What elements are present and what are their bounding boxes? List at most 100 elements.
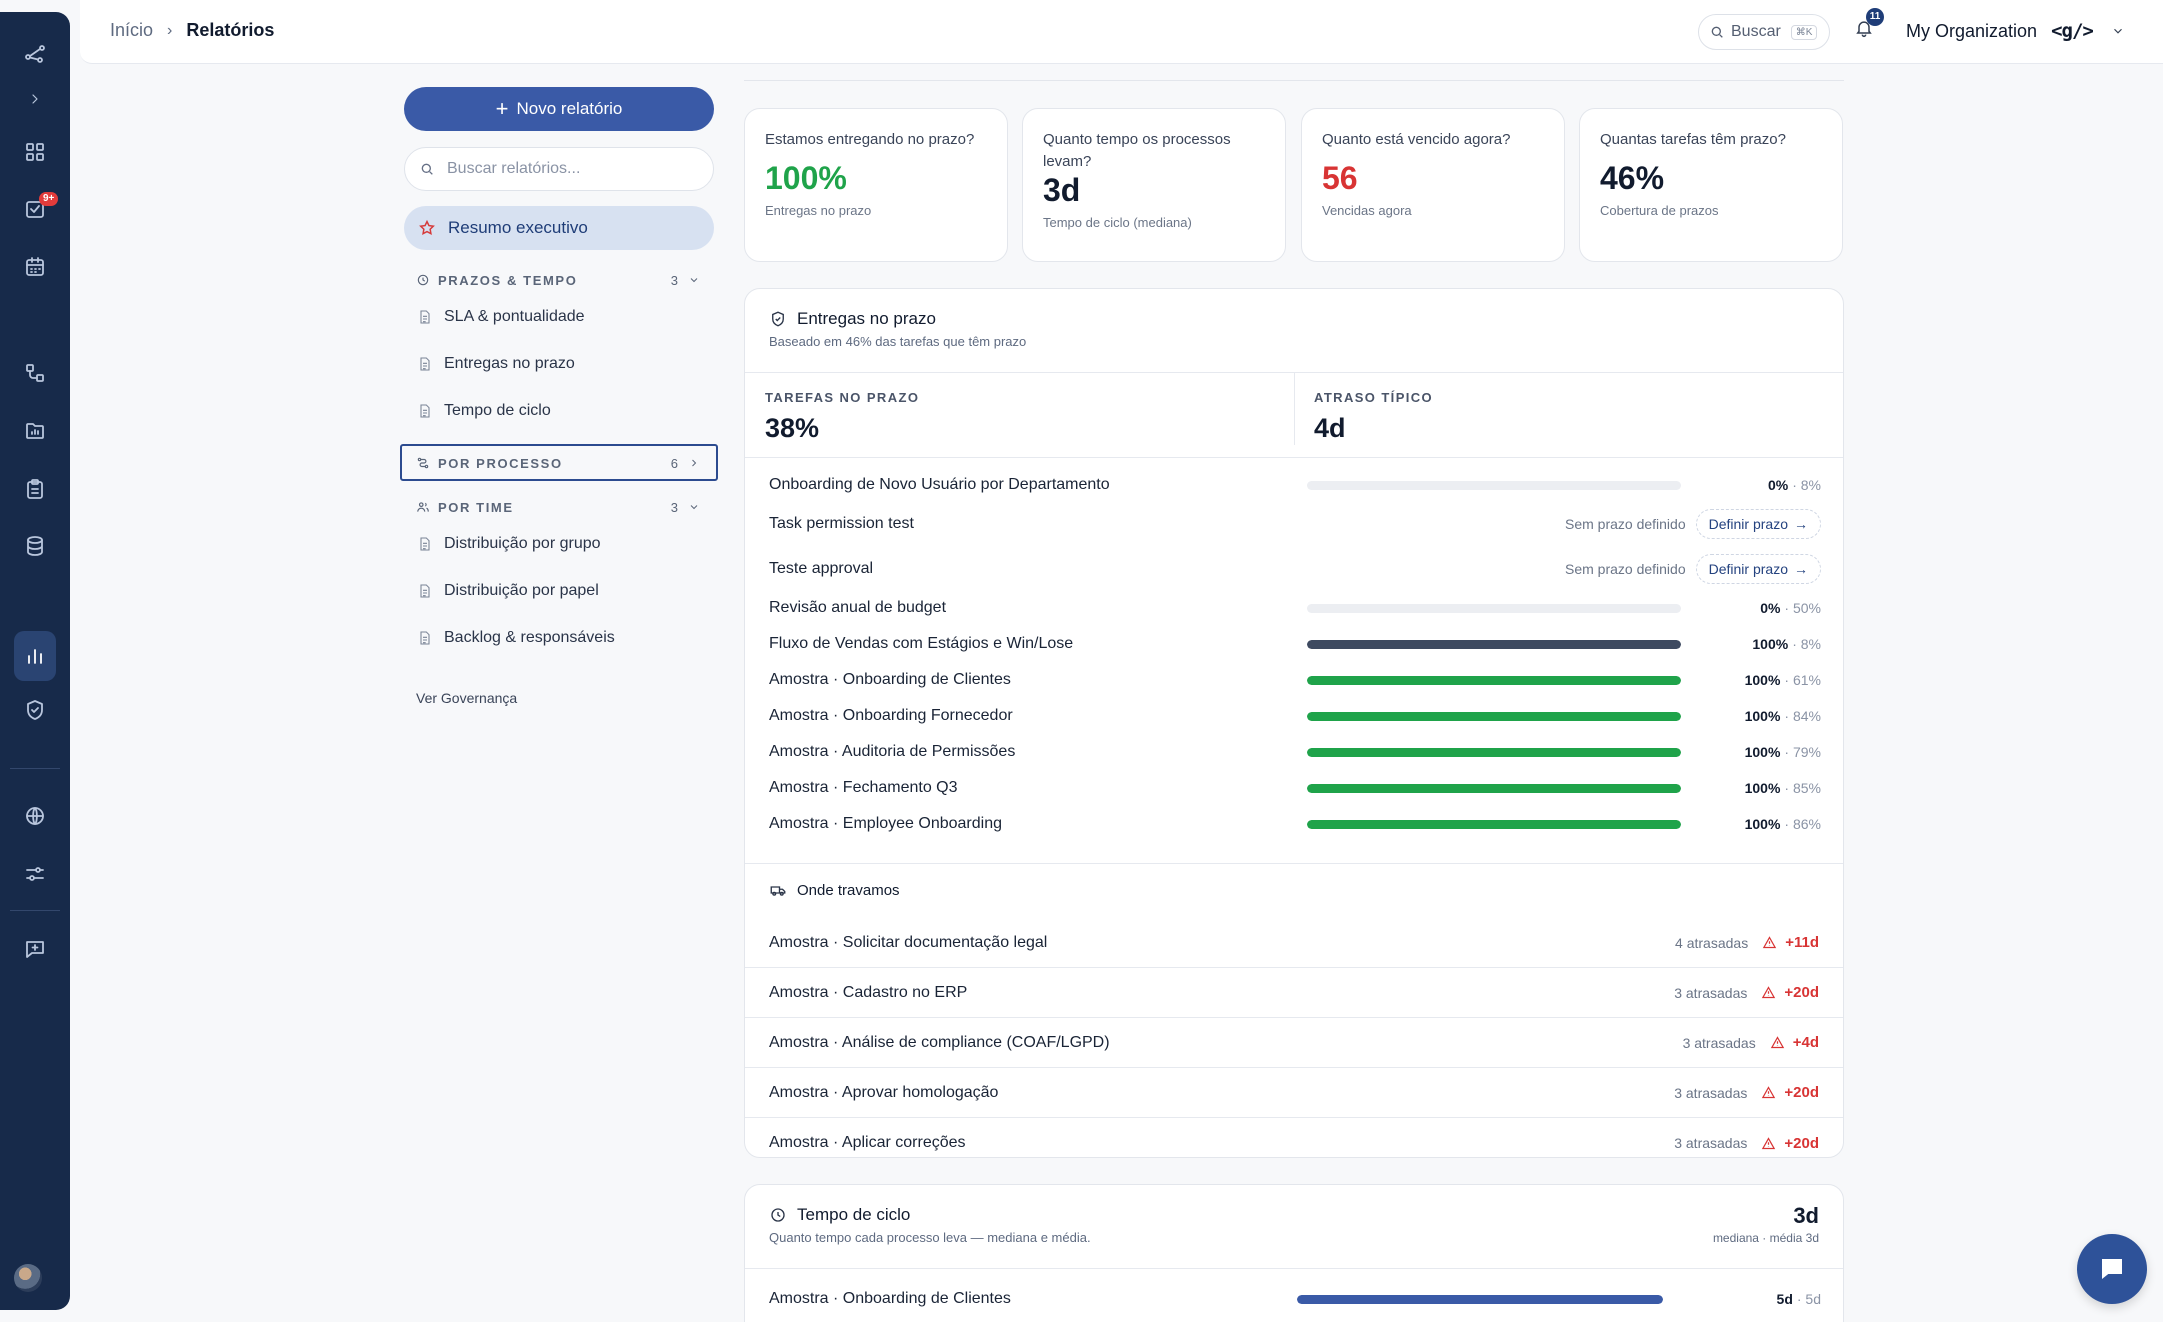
overdue-count: 3 atrasadas [1674,1084,1748,1101]
group-count: 3 [670,499,678,515]
plus-icon: + [495,96,509,121]
coverage-percent: · 61% [1784,672,1821,688]
process-row[interactable]: Teste approval Sem prazo definido Definir … [769,554,1821,584]
cycle-row[interactable]: Amostra · Onboarding de Clientes 5d · 5d [769,1287,1821,1311]
breadcrumb-home-link[interactable]: Início [110,20,154,40]
process-row[interactable]: Task permission test Sem prazo definido De… [769,509,1821,539]
process-row[interactable]: Fluxo de Vendas com Estágios e Win/Lose 1… [769,632,1821,656]
group-title: PRAZOS & TEMPO [438,272,578,288]
kpi-card-deadline-coverage[interactable]: Quantas tarefas têm prazo? 46% Cobertura… [1579,108,1843,262]
stuck-step-name: Amostra · Solicitar documentação legal [769,933,1048,951]
user-avatar[interactable] [14,1264,42,1292]
new-report-button[interactable]: + Novo relatório [404,87,714,131]
define-deadline-button[interactable]: Definir prazo → [1695,554,1821,584]
globe-icon[interactable] [14,795,56,837]
kpi-question: Estamos entregando no prazo? [765,131,975,148]
stuck-row[interactable]: Amostra · Cadastro no ERP 3 atrasadas +20d [745,968,1843,1018]
breadcrumb-separator: › [167,21,173,39]
process-row[interactable]: Amostra · Onboarding Fornecedor 100% · 84% [769,704,1821,728]
kpi-card-on-time[interactable]: Estamos entregando no prazo? 100% Entreg… [744,108,1008,262]
sidebar-item-by-group[interactable]: Distribuição por grupo [418,532,601,556]
organization-switcher[interactable]: My Organization <g/> [1906,20,2125,42]
calendar-icon[interactable] [14,246,56,288]
app-logo-icon[interactable] [14,34,56,76]
reports-search-input[interactable]: Buscar relatórios... [404,147,714,191]
progress-track [1307,603,1681,613]
stuck-row[interactable]: Amostra · Aplicar correções 3 atrasadas +2… [745,1118,1843,1168]
group-by-team[interactable]: POR TIME 3 [416,496,700,518]
process-row[interactable]: Amostra · Employee Onboarding 100% · 86% [769,812,1821,836]
dashboard-grid-icon[interactable] [14,131,56,173]
on-time-percent: 0% [1760,600,1781,616]
stat-value: 38% [765,413,820,443]
stuck-row[interactable]: Amostra · Aprovar homologação 3 atrasadas… [745,1068,1843,1118]
divider [745,372,1843,373]
process-row[interactable]: Onboarding de Novo Usuário por Departame… [769,473,1821,497]
document-icon [420,537,430,551]
stuck-row[interactable]: Amostra · Análise de compliance (COAF/LG… [745,1018,1843,1068]
delay-value: +4d [1792,1034,1819,1051]
process-row[interactable]: Amostra · Fechamento Q3 100% · 85% [769,776,1821,800]
sidebar-item-cycle-time[interactable]: Tempo de ciclo [418,399,551,423]
cycle-bar-track [1297,1294,1663,1304]
chevron-down-icon [2113,28,2122,34]
notifications-button[interactable]: 11 [1854,8,1884,44]
document-icon [420,310,430,324]
on-time-card-title: Entregas no prazo [769,309,936,329]
clock-icon [771,1208,785,1222]
delay-badge: +20d [1761,1084,1819,1101]
divider [745,863,1843,864]
stuck-section-title: Onde travamos [769,881,900,899]
workflow-icon[interactable] [14,352,56,394]
rail-divider [10,768,60,769]
define-deadline-button[interactable]: Definir prazo → [1695,509,1821,539]
sidebar-item-label: Backlog & responsáveis [444,629,615,646]
top-bar: Início › Relatórios Buscar ⌘K 11 My Orga… [80,0,2163,64]
tasks-checkbox-icon[interactable]: 9+ [14,188,59,230]
kpi-caption: Cobertura de prazos [1600,203,1719,218]
app-rail: 9+ [0,12,70,1310]
settings-sliders-icon[interactable] [14,853,56,895]
executive-summary-item[interactable]: Resumo executivo [404,206,714,250]
sidebar-item-label: Tempo de ciclo [444,402,551,419]
kpi-card-overdue[interactable]: Quanto está vencido agora? 56 Vencidas a… [1301,108,1565,262]
users-icon [417,502,429,512]
sidebar-item-sla[interactable]: SLA & pontualidade [418,305,585,329]
warning-triangle-icon [1762,1086,1776,1099]
governance-link[interactable]: Ver Governança [416,690,518,706]
stuck-row[interactable]: Amostra · Solicitar documentação legal 4 … [745,918,1843,968]
reports-chart-icon[interactable] [14,631,56,681]
process-row[interactable]: Amostra · Auditoria de Permissões 100% · 7… [769,740,1821,764]
kpi-card-cycle-time[interactable]: Quanto tempo os processos levam? 3d Temp… [1022,108,1286,262]
arrow-right-icon: → [1794,516,1808,532]
cycle-time-card-title: Tempo de ciclo [769,1205,910,1225]
delay-value: +20d [1784,984,1819,1001]
process-row[interactable]: Amostra · Onboarding de Clientes 100% · 61… [769,668,1821,692]
group-deadlines-time[interactable]: PRAZOS & TEMPO 3 [416,269,700,291]
group-title: POR TIME [438,499,514,515]
content-top-divider [744,80,1844,81]
clipboard-icon[interactable] [14,468,56,510]
chat-button[interactable] [2077,1234,2147,1304]
sidebar-item-backlog[interactable]: Backlog & responsáveis [418,626,615,650]
search-icon [1711,26,1723,38]
progress-track [1307,711,1681,721]
database-icon[interactable] [14,525,56,567]
expand-chevron-icon[interactable] [14,78,56,120]
group-by-process[interactable]: POR PROCESSO 6 [416,452,700,474]
shield-check-icon[interactable] [14,689,56,731]
rail-divider [10,910,60,911]
feedback-message-icon[interactable] [14,928,56,970]
cycle-median: 5d [1776,1291,1793,1307]
define-deadline-label: Definir prazo [1708,561,1788,577]
folder-chart-icon[interactable] [14,410,56,452]
stat-value: 4d [1314,413,1346,443]
process-row[interactable]: Revisão anual de budget 0% · 50% [769,596,1821,620]
global-search-button[interactable]: Buscar ⌘K [1698,14,1830,50]
card-title-text: Tempo de ciclo [797,1205,911,1224]
sidebar-item-on-time[interactable]: Entregas no prazo [418,352,575,376]
sidebar-item-by-role[interactable]: Distribuição por papel [418,579,599,603]
delay-badge: +20d [1761,984,1819,1001]
on-time-percent: 100% [1744,672,1781,688]
progress-track [1307,639,1681,649]
